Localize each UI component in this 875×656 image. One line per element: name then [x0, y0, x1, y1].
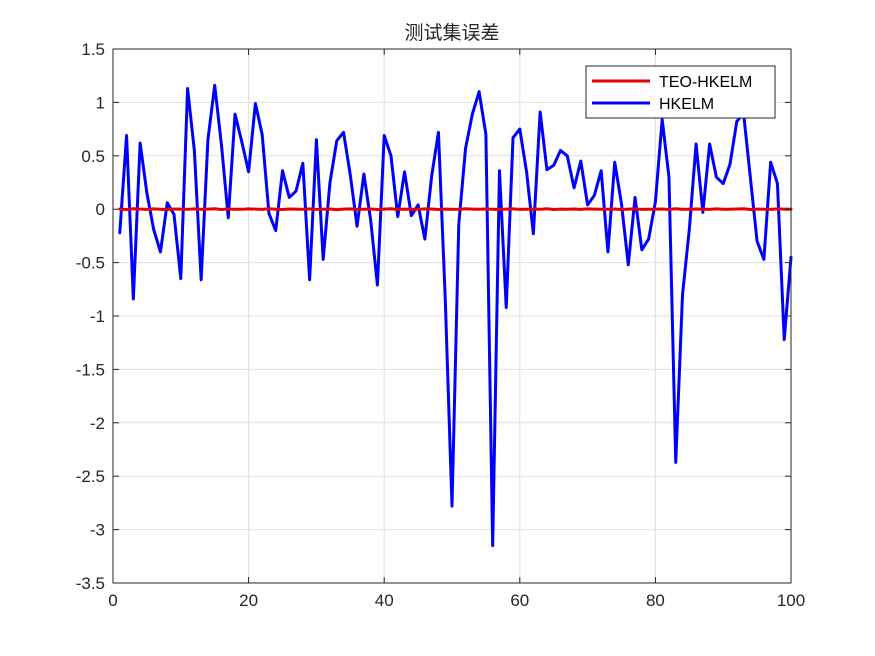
y-tick-label: -2: [90, 414, 105, 433]
y-tick-label: 1: [96, 93, 105, 112]
x-tick-label: 40: [375, 591, 394, 610]
chart-title: 测试集误差: [404, 22, 499, 44]
y-tick-label: -2.5: [76, 467, 105, 486]
x-tick-label: 0: [108, 591, 117, 610]
ticks: 0 20 40 60 80 100 -3.5 -3 -2.5 -2 -1.5 -1 -0.5 0 0.5 1 1…: [76, 40, 805, 610]
y-tick-label: -1: [90, 307, 105, 326]
x-tick-label: 80: [646, 591, 665, 610]
y-tick-label: -3: [90, 521, 105, 540]
y-tick-label: 1.5: [81, 40, 105, 59]
series-line-hkelm: [118, 83, 793, 548]
y-tick-label: -1.5: [76, 360, 105, 379]
plot-area: 0 20 40 60 80 100 -3.5 -3 -2.5 -2 -1.5 -1 -0.5 0 0.5 1 1…: [76, 40, 805, 610]
y-tick-label: -0.5: [76, 254, 105, 273]
legend-label-hkelm: HKELM: [659, 96, 714, 113]
x-tick-label: 100: [777, 591, 805, 610]
series-line-teo-hkelm: [118, 207, 793, 212]
y-tick-label: 0: [96, 200, 105, 219]
series-layer: [118, 83, 793, 548]
x-tick-label: 60: [510, 591, 529, 610]
x-tick-label: 20: [239, 591, 258, 610]
legend-label-teo-hkelm: TEO-HKELM: [659, 74, 752, 91]
legend-box: [585, 65, 776, 119]
y-tick-label: 0.5: [81, 147, 105, 166]
legend: TEO-HKELM HKELM: [585, 65, 776, 119]
y-tick-label: -3.5: [76, 574, 105, 593]
